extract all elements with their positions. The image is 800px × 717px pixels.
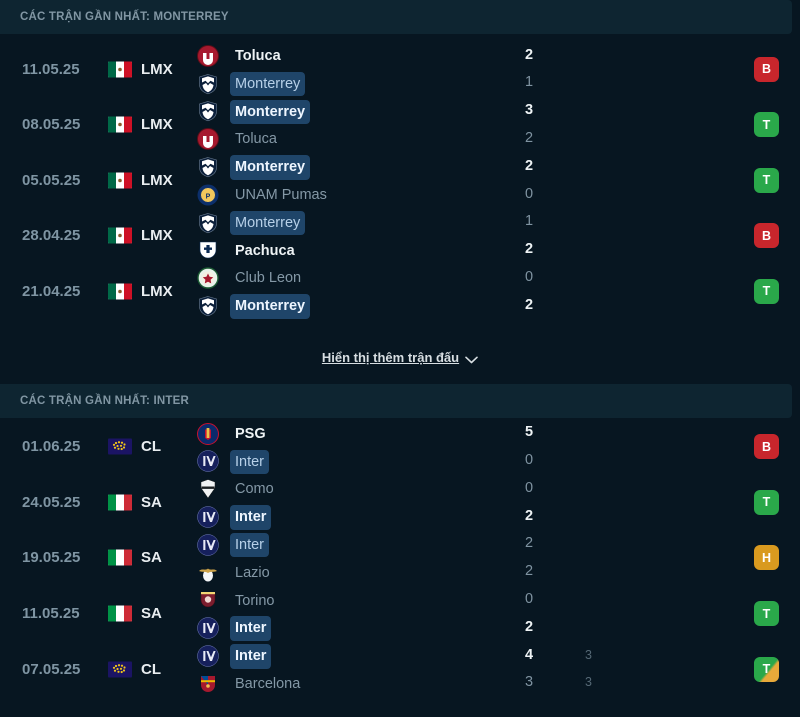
svg-text:P: P — [206, 193, 211, 200]
